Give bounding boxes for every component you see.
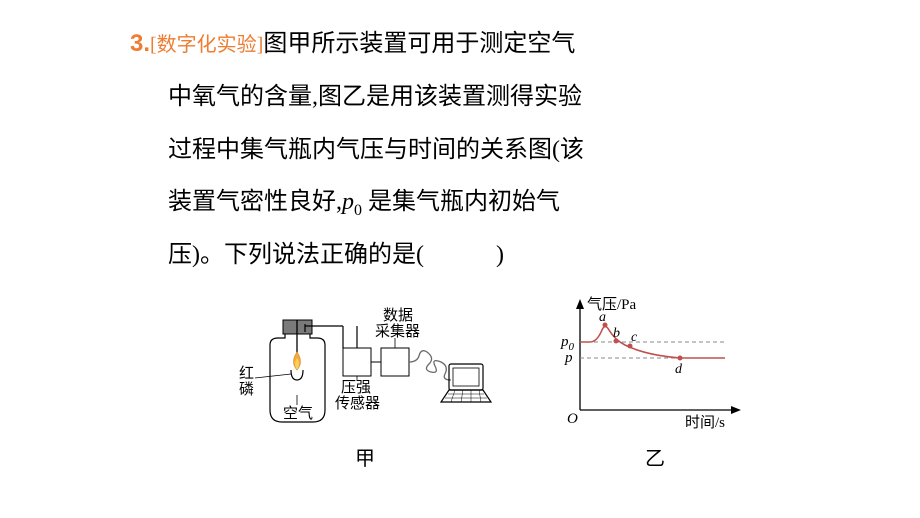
line-3: 过程中集气瓶内气压与时间的关系图(该 (130, 124, 860, 177)
line-5: 压)。下列说法正确的是( ) (130, 229, 860, 282)
figure-yi-caption: 乙 (645, 442, 665, 471)
figure-yi: 气压/Pa 时间/s O p0 p a b c (555, 290, 755, 471)
question-text: 3.[数字化实验]图甲所示装置可用于测定空气 中氧气的含量,图乙是用该装置测得实… (130, 18, 860, 282)
air-label: 空气 (283, 405, 313, 422)
question-tag: [数字化实验] (150, 34, 263, 56)
data-collector-icon (381, 348, 409, 376)
figure-jia: 数据 采集器 压强 传感器 红 磷 空气 甲 (235, 290, 495, 471)
line4-after: 是集气瓶内初始气 (362, 189, 560, 215)
point-d-label: d (675, 362, 683, 377)
pressure-label-1: 压强 (341, 379, 371, 396)
p-label: p (564, 350, 573, 366)
x-axis-label: 时间/s (685, 414, 725, 431)
red-label-2: 磷 (239, 381, 254, 398)
pressure-label-2: 传感器 (335, 395, 380, 412)
question-block: 3.[数字化实验]图甲所示装置可用于测定空气 中氧气的含量,图乙是用该装置测得实… (0, 0, 920, 481)
data-collector-label-2: 采集器 (375, 323, 420, 340)
pressure-sensor-icon (343, 348, 371, 376)
y-axis-label: 气压/Pa (587, 296, 637, 313)
line1-rest: 图甲所示装置可用于测定空气 (263, 31, 575, 57)
question-number: 3. (130, 30, 150, 57)
wire-icon (409, 351, 451, 380)
point-a-label: a (599, 310, 606, 325)
apparatus-svg: 数据 采集器 压强 传感器 红 磷 空气 (235, 290, 495, 440)
red-label-1: 红 (239, 365, 254, 382)
data-collector-label-1: 数据 (383, 307, 413, 324)
laptop-icon (441, 364, 491, 402)
line-2: 中氧气的含量,图乙是用该装置测得实验 (130, 71, 860, 124)
figures-row: 数据 采集器 压强 传感器 红 磷 空气 甲 (130, 290, 860, 471)
p-subscript: 0 (354, 202, 362, 219)
point-c-label: c (631, 330, 638, 345)
point-b-label: b (613, 326, 620, 341)
y-axis-arrow-icon (576, 299, 584, 309)
line-4: 装置气密性良好,p0 是集气瓶内初始气 (130, 176, 860, 229)
point-d (678, 355, 683, 360)
graph-svg: 气压/Pa 时间/s O p0 p a b c (555, 290, 755, 440)
figure-jia-caption: 甲 (355, 442, 375, 471)
origin-label: O (567, 411, 578, 427)
x-axis-arrow-icon (731, 406, 741, 414)
line4-before: 装置气密性良好, (168, 189, 342, 215)
p-variable: p (342, 189, 354, 215)
line-1: 3.[数字化实验]图甲所示装置可用于测定空气 (130, 18, 860, 71)
